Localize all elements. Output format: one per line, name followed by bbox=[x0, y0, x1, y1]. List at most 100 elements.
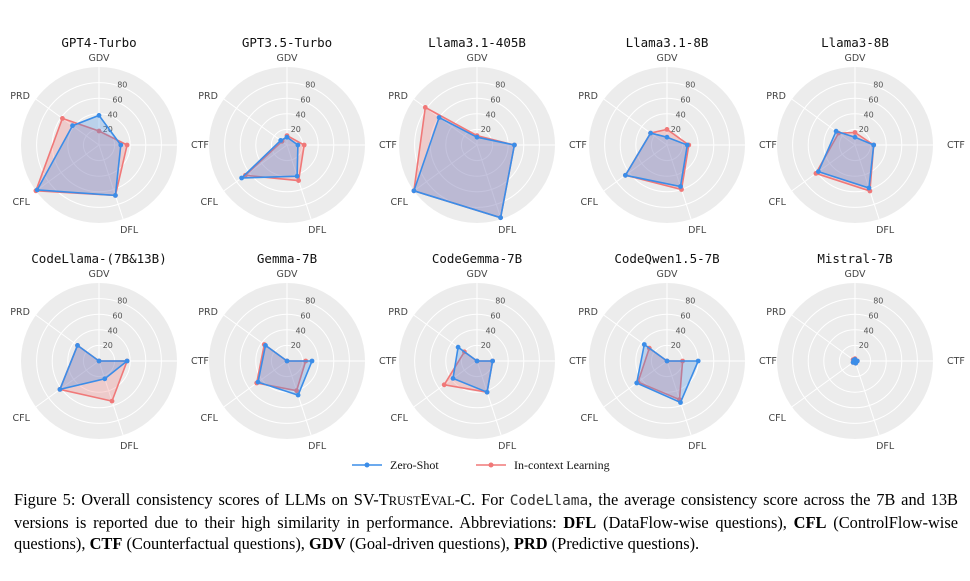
radar-axis-label: DFL bbox=[120, 225, 139, 236]
radar-spoke bbox=[476, 360, 502, 436]
zero-shot-point bbox=[239, 175, 245, 181]
icl-point bbox=[422, 105, 428, 110]
radar-tick-label: 80 bbox=[873, 81, 883, 90]
zero-shot-point bbox=[816, 169, 821, 175]
radar-axis-label: CTF bbox=[759, 140, 777, 151]
zero-shot-point bbox=[455, 344, 461, 350]
radar-tick-label: 20 bbox=[103, 341, 113, 350]
caption-ctf-desc: (Counterfactual questions), bbox=[122, 534, 309, 553]
radar-title: CodeGemma-7B bbox=[432, 251, 522, 266]
zero-shot-point bbox=[678, 400, 683, 405]
caption-dfl-desc: (DataFlow-wise questions), bbox=[596, 513, 794, 532]
zero-shot-point bbox=[295, 142, 301, 148]
icl-point bbox=[60, 116, 65, 121]
caption-gdv-desc: (Goal-driven questions), bbox=[345, 534, 514, 553]
radar-axis-label: GDV bbox=[88, 53, 110, 64]
radar-axis-label: GDV bbox=[466, 53, 488, 64]
radar-axis-label: CFL bbox=[769, 197, 787, 208]
zero-shot-point bbox=[278, 138, 284, 143]
zero-shot-point bbox=[284, 134, 290, 140]
radar-title: Llama3.1-8B bbox=[626, 35, 709, 50]
radar-panel: 20 40 60 80 GDV CTF DFL CFL PRD Llama3-8B bbox=[766, 35, 965, 236]
radar-spoke bbox=[791, 98, 856, 146]
icl-point bbox=[96, 128, 102, 134]
radar-axis-label: DFL bbox=[308, 441, 327, 452]
caption-dfl: DFL bbox=[563, 513, 597, 532]
radar-tick-label: 40 bbox=[676, 110, 686, 119]
zero-shot-point bbox=[695, 358, 701, 364]
zero-shot-point bbox=[124, 358, 130, 364]
legend-zero-shot-marker bbox=[364, 462, 370, 468]
radar-title: CodeLlama-(7B&13B) bbox=[31, 251, 166, 266]
zero-shot-point bbox=[96, 113, 102, 118]
radar-axis-label: GDV bbox=[844, 53, 866, 64]
caption-smallcaps-1: RUST bbox=[388, 494, 421, 508]
radar-axis-label: PRD bbox=[198, 307, 218, 318]
caption-prd: PRD bbox=[513, 534, 548, 553]
radar-panel: 20 40 60 80 GDV CTF DFL CFL PRD CodeQwen1.5-7B bbox=[578, 251, 777, 452]
radar-title: Llama3.1-405B bbox=[428, 35, 526, 50]
radar-axis-label: CTF bbox=[569, 140, 587, 151]
zero-shot-point bbox=[294, 173, 300, 179]
zero-shot-point bbox=[284, 358, 290, 364]
radar-panel: 20 40 60 80 GDV CTF DFL CFL PRD Llama3.1-8B bbox=[578, 35, 777, 236]
radar-spoke bbox=[98, 144, 124, 220]
radar-panels: 20 40 60 80 GDV CTF DFL CFL PRD GPT4-Turbo 20 40 60 8… bbox=[10, 35, 965, 452]
radar-axis-label: PRD bbox=[10, 307, 30, 318]
radar-tick-label: 20 bbox=[671, 125, 681, 134]
radar-panel: 20 40 60 80 GDV CTF DFL CFL PRD Mistral-7B bbox=[766, 251, 965, 452]
zero-shot-point bbox=[851, 357, 857, 363]
zero-shot-series-polygon bbox=[635, 343, 700, 404]
caption-gdv: GDV bbox=[309, 534, 346, 553]
radar-spoke bbox=[791, 360, 856, 408]
radar-axis-label: DFL bbox=[498, 225, 517, 236]
zero-shot-point bbox=[512, 142, 517, 148]
zero-shot-series-polygon bbox=[452, 345, 494, 394]
legend-zero-shot-label: Zero-Shot bbox=[390, 458, 439, 472]
radar-tick-label: 40 bbox=[108, 110, 118, 119]
radar-tick-label: 60 bbox=[680, 95, 690, 104]
icl-point bbox=[664, 126, 670, 132]
radar-axis-label: CFL bbox=[769, 413, 787, 424]
radar-panel: 20 40 60 80 GDV CTF DFL CFL PRD Llama3.1-405B bbox=[388, 35, 587, 236]
radar-axis-label: DFL bbox=[876, 441, 895, 452]
radar-tick-label: 40 bbox=[864, 326, 874, 335]
caption-smallcaps-2: VAL bbox=[430, 494, 455, 508]
radar-axis-label: DFL bbox=[120, 441, 139, 452]
icl-point bbox=[294, 388, 299, 394]
legend-icl-marker bbox=[488, 462, 494, 468]
radar-spoke bbox=[35, 144, 100, 192]
icl-point bbox=[301, 142, 307, 148]
caption-cfl: CFL bbox=[793, 513, 827, 532]
radar-axis-label: CFL bbox=[201, 197, 219, 208]
radar-axis-label: DFL bbox=[688, 441, 707, 452]
radar-title: Mistral-7B bbox=[817, 251, 892, 266]
radar-title: GPT4-Turbo bbox=[61, 35, 136, 50]
zero-shot-point bbox=[484, 389, 490, 395]
zero-shot-point bbox=[833, 128, 839, 134]
radar-spoke bbox=[223, 144, 288, 192]
zero-shot-series-polygon bbox=[257, 344, 314, 397]
zero-shot-point bbox=[490, 358, 495, 364]
zero-shot-point bbox=[871, 142, 877, 148]
radar-spoke bbox=[666, 144, 692, 220]
zero-shot-point bbox=[96, 358, 102, 364]
radar-axis-label: PRD bbox=[578, 307, 598, 318]
zero-shot-point bbox=[664, 358, 670, 364]
zero-shot-point bbox=[866, 185, 872, 191]
radar-spoke bbox=[791, 144, 856, 192]
zero-shot-point bbox=[102, 376, 108, 382]
caption-text-e: E bbox=[420, 490, 431, 509]
radar-axis-label: DFL bbox=[498, 441, 517, 452]
radar-axis-label: CTF bbox=[759, 356, 777, 367]
zero-shot-point bbox=[436, 115, 442, 120]
radar-axis-label: CFL bbox=[391, 197, 409, 208]
radar-tick-label: 20 bbox=[291, 341, 301, 350]
radar-tick-label: 40 bbox=[864, 110, 874, 119]
radar-tick-label: 20 bbox=[671, 341, 681, 350]
radar-figure: 20 40 60 80 GDV CTF DFL CFL PRD GPT4-Turbo 20 40 60 8… bbox=[10, 35, 965, 472]
radar-tick-label: 40 bbox=[486, 110, 496, 119]
radar-tick-label: 20 bbox=[481, 341, 491, 350]
radar-tick-label: 20 bbox=[859, 125, 869, 134]
zero-shot-point bbox=[634, 380, 640, 386]
